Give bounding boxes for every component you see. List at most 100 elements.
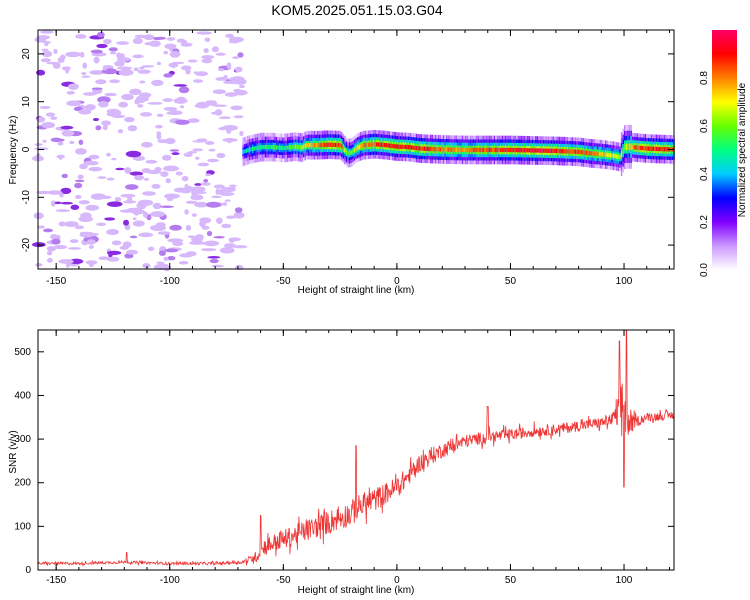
noise-blob bbox=[211, 46, 219, 53]
ridge-cell bbox=[339, 143, 341, 148]
noise-blob bbox=[106, 256, 120, 262]
noise-blob bbox=[145, 159, 158, 164]
noise-blob bbox=[192, 148, 204, 152]
ridge-cell bbox=[442, 147, 445, 152]
noise-blob bbox=[36, 116, 46, 123]
noise-blob bbox=[139, 80, 146, 84]
x-tick-label: -50 bbox=[276, 575, 291, 586]
ridge-cell bbox=[374, 142, 376, 147]
ridge-cell bbox=[307, 143, 310, 148]
ridge-cell bbox=[380, 142, 383, 147]
noise-blob bbox=[104, 92, 118, 97]
ridge-cell bbox=[278, 145, 281, 150]
ridge-cell bbox=[439, 147, 441, 152]
ridge-cell bbox=[294, 144, 297, 149]
y-tick-label: 0 bbox=[21, 146, 32, 152]
noise-blob bbox=[59, 193, 64, 198]
ridge-cell bbox=[587, 150, 589, 156]
ridge-cell bbox=[333, 142, 335, 148]
noise-blob bbox=[58, 221, 66, 227]
ridge-cell bbox=[264, 144, 267, 150]
noise-blob bbox=[123, 219, 130, 226]
noise-blob bbox=[79, 232, 94, 238]
ridge-cell bbox=[477, 147, 480, 153]
noise-blob bbox=[194, 104, 205, 108]
ridge-cell bbox=[277, 145, 279, 150]
ridge-cell bbox=[391, 143, 394, 149]
noise-blob bbox=[233, 115, 244, 119]
noise-blob bbox=[124, 167, 132, 174]
ridge-cell bbox=[649, 146, 651, 151]
noise-blob bbox=[187, 118, 200, 123]
noise-blob bbox=[97, 176, 107, 179]
ridge-cell bbox=[568, 149, 570, 154]
snr-series-line bbox=[37, 329, 674, 567]
noise-blob bbox=[222, 124, 238, 131]
noise-blob bbox=[36, 35, 51, 40]
ridge-cell bbox=[275, 145, 278, 150]
noise-blob bbox=[117, 66, 133, 70]
noise-blob bbox=[78, 200, 90, 205]
x-tick-label: 0 bbox=[394, 575, 400, 586]
ridge-cell bbox=[655, 146, 658, 152]
ridge-cell bbox=[633, 145, 635, 150]
ridge-cell bbox=[555, 148, 558, 154]
ridge-cell bbox=[590, 151, 593, 156]
ridge-cell bbox=[363, 143, 365, 148]
noise-blob bbox=[207, 158, 220, 163]
noise-blob bbox=[169, 224, 182, 231]
ridge-cell bbox=[569, 149, 572, 154]
ridge-cell bbox=[517, 147, 519, 153]
y-tick-label: 500 bbox=[14, 347, 31, 358]
ridge-cell bbox=[612, 153, 615, 158]
noise-blob bbox=[134, 174, 145, 181]
ridge-cell bbox=[620, 150, 623, 158]
ridge-cell bbox=[558, 148, 561, 154]
ridge-cell bbox=[598, 151, 600, 157]
ridge-cell bbox=[592, 151, 594, 156]
ridge-cell bbox=[250, 147, 252, 152]
ridge-cell bbox=[437, 147, 440, 152]
noise-blob bbox=[61, 173, 68, 179]
spectrogram-ridge bbox=[242, 124, 675, 177]
noise-blob bbox=[185, 251, 197, 257]
noise-blob bbox=[165, 178, 171, 184]
ridge-cell bbox=[312, 143, 314, 148]
noise-blob bbox=[132, 54, 144, 59]
ridge-cell bbox=[430, 146, 432, 152]
ridge-cell bbox=[248, 147, 251, 152]
ridge-cell bbox=[576, 149, 578, 154]
noise-blob bbox=[132, 217, 137, 220]
noise-blob bbox=[57, 141, 64, 146]
ridge-cell bbox=[582, 150, 585, 155]
snr-frame bbox=[37, 329, 675, 571]
noise-blob bbox=[221, 223, 232, 229]
noise-blob bbox=[75, 34, 87, 39]
ridge-cell bbox=[496, 147, 499, 153]
noise-blob bbox=[156, 133, 162, 140]
ridge-cell bbox=[455, 147, 457, 152]
noise-blob bbox=[42, 40, 51, 44]
noise-blob bbox=[163, 165, 180, 172]
noise-blob bbox=[109, 51, 117, 55]
noise-blob bbox=[122, 209, 131, 213]
noise-blob bbox=[185, 68, 191, 75]
spectrogram-x-tick-labels: -150 -100 -50 0 50 100 bbox=[46, 276, 633, 287]
ridge-cell bbox=[379, 142, 381, 147]
noise-blob bbox=[178, 261, 189, 265]
noise-blob bbox=[109, 79, 120, 84]
noise-blob bbox=[169, 50, 181, 58]
noise-blob bbox=[228, 184, 237, 188]
ridge-cell bbox=[495, 147, 497, 153]
noise-blob bbox=[100, 195, 112, 199]
noise-blob bbox=[225, 33, 235, 38]
ridge-cell bbox=[523, 148, 526, 153]
noise-blob bbox=[89, 70, 105, 75]
noise-blob bbox=[234, 89, 248, 96]
noise-blob bbox=[215, 52, 226, 56]
ridge-cell bbox=[325, 142, 327, 148]
noise-blob bbox=[196, 138, 208, 142]
noise-blob bbox=[125, 150, 142, 158]
x-tick-label: -100 bbox=[160, 575, 180, 586]
noise-blob bbox=[166, 37, 176, 41]
